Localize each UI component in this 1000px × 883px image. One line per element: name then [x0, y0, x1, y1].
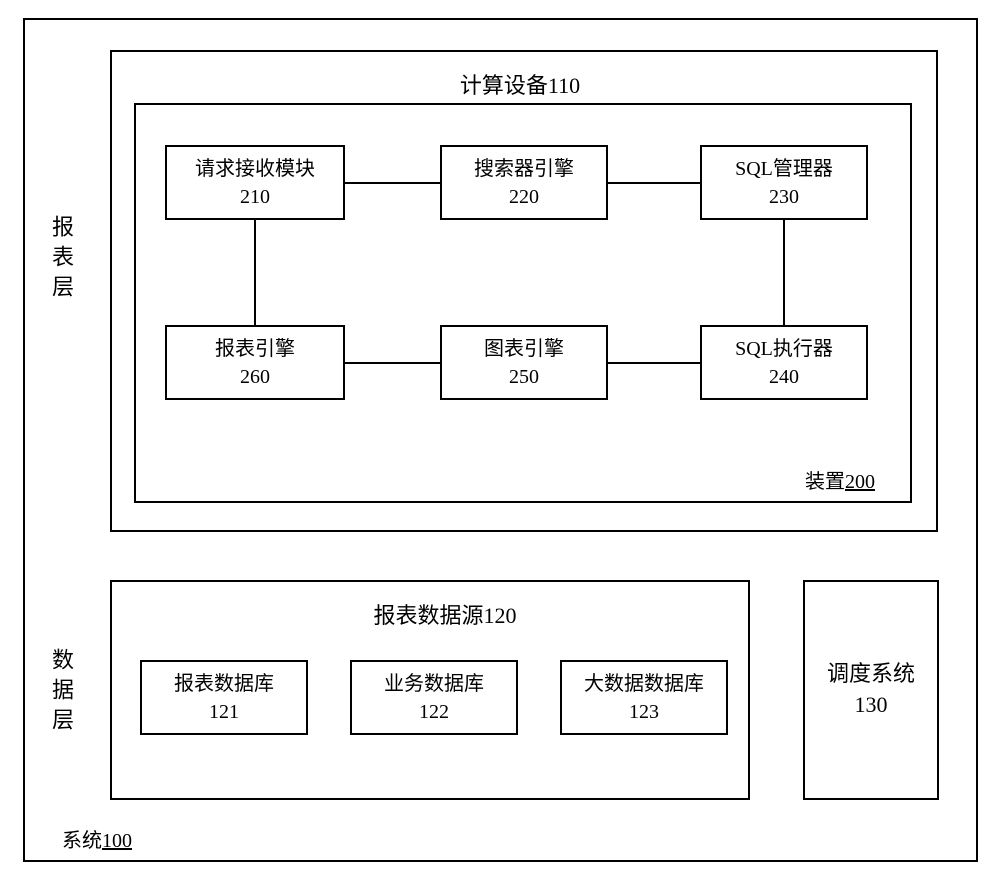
- db-name: 报表数据库: [174, 670, 274, 698]
- module-220: 搜索器引擎 220: [440, 145, 608, 220]
- module-id: 260: [240, 363, 270, 391]
- module-id: 240: [769, 363, 799, 391]
- module-name: 图表引擎: [484, 335, 564, 363]
- db-id: 122: [419, 698, 449, 726]
- apparatus-prefix: 装置: [805, 471, 845, 493]
- connector: [345, 182, 440, 184]
- connector: [608, 362, 700, 364]
- module-id: 250: [509, 363, 539, 391]
- data-source-title: 报表数据源120: [345, 598, 545, 630]
- module-230: SQL管理器 230: [700, 145, 868, 220]
- db-id: 121: [209, 698, 239, 726]
- apparatus-label: 装置200: [805, 465, 875, 494]
- module-name: 请求接收模块: [195, 155, 315, 183]
- module-name: SQL执行器: [735, 335, 833, 363]
- module-210: 请求接收模块 210: [165, 145, 345, 220]
- connector: [345, 362, 440, 364]
- connector: [254, 220, 256, 325]
- scheduler-id: 130: [855, 690, 888, 721]
- computing-device-title: 计算设备110: [400, 68, 640, 100]
- module-id: 220: [509, 183, 539, 211]
- scheduler-box: 调度系统 130: [803, 580, 939, 800]
- connector: [783, 220, 785, 325]
- module-260: 报表引擎 260: [165, 325, 345, 400]
- db-122: 业务数据库 122: [350, 660, 518, 735]
- db-name: 业务数据库: [384, 670, 484, 698]
- module-name: 搜索器引擎: [474, 155, 574, 183]
- data-layer-label: 数据层: [45, 648, 77, 738]
- module-id: 230: [769, 183, 799, 211]
- system-num: 100: [102, 830, 132, 852]
- module-name: 报表引擎: [215, 335, 295, 363]
- system-prefix: 系统: [62, 830, 102, 852]
- module-name: SQL管理器: [735, 155, 833, 183]
- module-250: 图表引擎 250: [440, 325, 608, 400]
- apparatus-num: 200: [845, 471, 875, 493]
- db-id: 123: [629, 698, 659, 726]
- report-layer-label: 报表层: [45, 215, 77, 305]
- db-name: 大数据数据库: [584, 670, 704, 698]
- module-id: 210: [240, 183, 270, 211]
- module-240: SQL执行器 240: [700, 325, 868, 400]
- db-123: 大数据数据库 123: [560, 660, 728, 735]
- scheduler-name: 调度系统: [827, 659, 915, 690]
- system-label: 系统100: [62, 824, 132, 853]
- connector: [608, 182, 700, 184]
- db-121: 报表数据库 121: [140, 660, 308, 735]
